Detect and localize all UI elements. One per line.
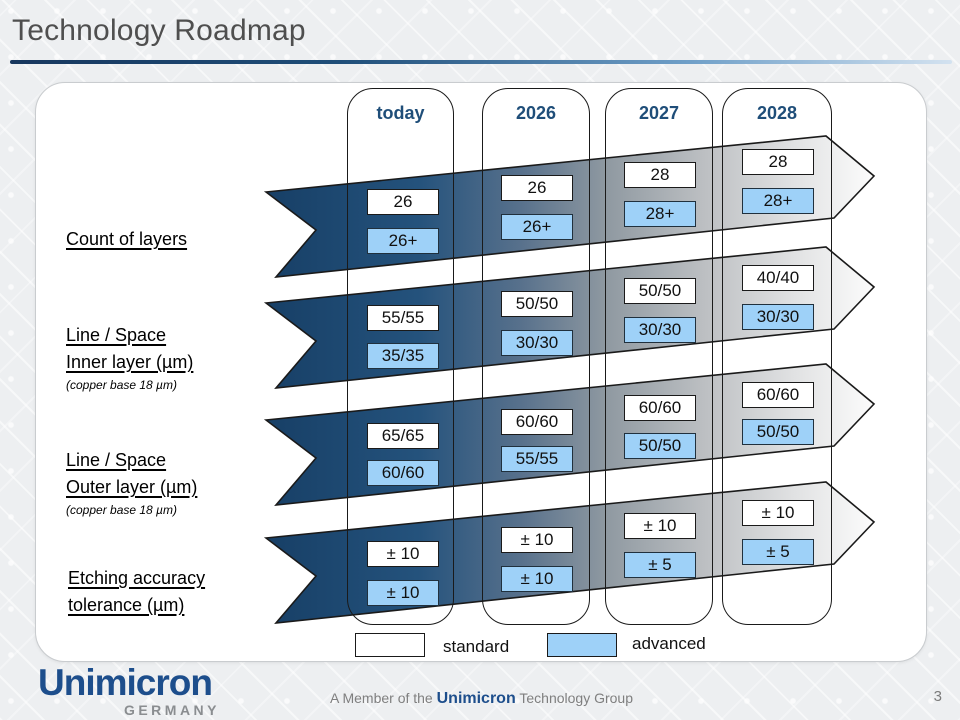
cell-count-today-advanced: 26+ [367,228,439,254]
legend-standard-swatch [355,633,425,657]
cell-inner-today-advanced: 35/35 [367,343,439,369]
cell-inner-2027-advanced: 30/30 [624,317,696,343]
column-header-2026: 2026 [515,103,557,123]
row-label-note: (copper base 18 µm) [66,503,177,517]
row-label-line: Count of layers [66,229,188,249]
page-number: 3 [933,688,942,705]
logo-sub-text: GERMANY [123,702,220,718]
legend-standard-label: standard [443,637,510,656]
column-header-2027: 2027 [638,103,680,123]
cell-outer-2026-advanced: 55/55 [501,446,573,472]
column-today [347,88,454,625]
cell-etch-2028-advanced: ± 5 [742,539,814,565]
row-label-line: tolerance (µm) [68,595,185,615]
row-label-line-space-outer: Line / Space Outer layer (µm) (copper ba… [66,447,197,518]
cell-outer-2027-standard: 60/60 [624,395,696,421]
column-header-today: today [376,103,425,123]
page-title: Technology Roadmap [12,14,306,47]
cell-count-2026-advanced: 26+ [501,214,573,240]
row-label-count-of-layers: Count of layers [66,226,187,253]
cell-etch-today-standard: ± 10 [367,541,439,567]
row-label-line: Outer layer (µm) [66,477,198,497]
cell-outer-2028-standard: 60/60 [742,382,814,408]
column-header-2028: 2028 [756,103,798,123]
cell-count-2027-advanced: 28+ [624,201,696,227]
title-underline [10,60,952,64]
row-label-line: Line / Space [66,325,167,345]
legend-advanced-label: advanced [632,634,706,653]
cell-etch-today-advanced: ± 10 [367,580,439,606]
cell-etch-2026-standard: ± 10 [501,527,573,553]
row-label-line: Inner layer (µm) [66,352,194,372]
logo-main-text: Unimicron [38,662,213,703]
cell-inner-2026-standard: 50/50 [501,291,573,317]
member-prefix: A Member of the [330,690,437,706]
row-label-line: Etching accuracy [68,568,206,588]
cell-outer-2028-advanced: 50/50 [742,419,814,445]
cell-outer-2026-standard: 60/60 [501,409,573,435]
column-2028 [722,88,832,625]
cell-inner-2026-advanced: 30/30 [501,330,573,356]
cell-inner-2028-advanced: 30/30 [742,304,814,330]
column-2026 [482,88,590,625]
cell-count-2026-standard: 26 [501,175,573,201]
cell-count-2028-advanced: 28+ [742,188,814,214]
cell-count-2028-standard: 28 [742,149,814,175]
member-suffix: Technology Group [515,690,633,706]
cell-etch-2027-standard: ± 10 [624,513,696,539]
member-brand: Unimicron [436,690,516,707]
legend-advanced-swatch [547,633,617,657]
cell-inner-2027-standard: 50/50 [624,278,696,304]
cell-etch-2027-advanced: ± 5 [624,552,696,578]
row-label-etching-accuracy: Etching accuracy tolerance (µm) [68,565,205,619]
row-label-line-space-inner: Line / Space Inner layer (µm) (copper ba… [66,322,193,393]
member-line: A Member of the Unimicron Technology Gro… [330,690,633,708]
cell-etch-2028-standard: ± 10 [742,500,814,526]
row-label-note: (copper base 18 µm) [66,378,177,392]
cell-etch-2026-advanced: ± 10 [501,566,573,592]
cell-outer-today-advanced: 60/60 [367,460,439,486]
cell-inner-today-standard: 55/55 [367,305,439,331]
cell-count-today-standard: 26 [367,189,439,215]
cell-count-2027-standard: 28 [624,162,696,188]
cell-outer-2027-advanced: 50/50 [624,433,696,459]
column-2027 [605,88,713,625]
cell-outer-today-standard: 65/65 [367,423,439,449]
unimicron-germany-logo: Unimicron GERMANY [38,664,220,717]
cell-inner-2028-standard: 40/40 [742,265,814,291]
row-label-line: Line / Space [66,450,167,470]
